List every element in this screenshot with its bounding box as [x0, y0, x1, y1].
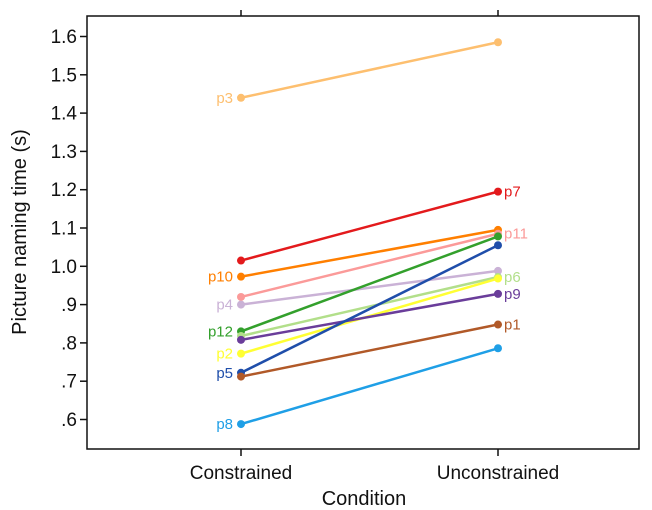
y-axis: .6 .7 .8 .9 1.0 1.1 1.2 1.3 1.4 1.5 1.6	[51, 27, 87, 431]
series-p4: p4	[216, 266, 502, 314]
series-label: p4	[216, 297, 233, 314]
series-label: p9	[504, 286, 521, 303]
series-p5: p5	[216, 241, 502, 382]
data-point	[237, 420, 245, 429]
series-label: p5	[216, 365, 233, 382]
series-label: p1	[504, 317, 521, 334]
series-line	[240, 347, 499, 426]
x-tick-label: Unconstrained	[437, 463, 560, 484]
series-p10: p10	[208, 225, 502, 286]
data-point	[494, 38, 502, 47]
series-line	[240, 41, 499, 100]
y-tick-label: 1.2	[51, 180, 77, 201]
y-axis-title: Picture naming time (s)	[9, 129, 31, 335]
data-point	[237, 292, 245, 301]
data-point	[237, 272, 245, 281]
series-label: p10	[208, 269, 233, 286]
data-point	[237, 372, 245, 381]
data-point	[494, 344, 502, 353]
y-tick-label: 1.3	[51, 142, 77, 163]
series-line	[240, 269, 499, 306]
x-axis-title: Condition	[322, 488, 407, 510]
data-point	[494, 232, 502, 241]
data-point	[494, 241, 502, 250]
y-tick-label: 1.6	[51, 27, 77, 48]
y-tick-label: .9	[61, 295, 77, 316]
series-line	[240, 235, 499, 333]
series-p3: p3	[216, 38, 502, 107]
y-tick-label: .7	[61, 372, 77, 393]
y-tick-label: 1.1	[51, 219, 77, 240]
data-point	[494, 289, 502, 298]
data-point	[494, 187, 502, 196]
series-line	[240, 292, 499, 342]
plot-frame	[86, 15, 640, 450]
data-point	[494, 266, 502, 275]
series-line	[240, 232, 499, 299]
y-tick-label: 1.5	[51, 65, 77, 86]
y-tick-label: 1.4	[51, 104, 78, 125]
data-point	[237, 93, 245, 102]
series-layer: p3 p7 p10 p11 p4 p12 p6 p2 p9 p5 p1 p8	[208, 38, 528, 433]
series-p8: p8	[216, 344, 502, 433]
series-line	[240, 190, 499, 262]
series-line	[240, 228, 499, 278]
y-tick-label: .6	[61, 410, 77, 431]
series-label: p6	[504, 269, 521, 286]
series-line	[240, 275, 499, 338]
series-p7: p7	[237, 184, 521, 265]
data-point	[237, 256, 245, 265]
series-label: p7	[504, 184, 521, 201]
data-point	[494, 274, 502, 283]
x-axis: Constrained Unconstrained	[190, 449, 559, 484]
y-tick-label: .8	[61, 333, 77, 354]
y-tick-label: 1.0	[51, 257, 77, 278]
series-p11: p11	[237, 226, 528, 301]
series-label: p8	[216, 416, 233, 433]
series-p1: p1	[237, 317, 521, 381]
x-tick-label: Constrained	[190, 463, 292, 484]
data-point	[494, 320, 502, 329]
series-line	[240, 244, 499, 374]
series-label: p2	[216, 346, 233, 363]
series-label: p12	[208, 323, 233, 340]
data-point	[237, 300, 245, 309]
series-p9: p9	[237, 286, 521, 344]
series-label: p3	[216, 90, 233, 107]
data-point	[237, 349, 245, 358]
data-point	[237, 335, 245, 344]
series-line	[240, 323, 499, 378]
series-label: p11	[504, 226, 528, 243]
